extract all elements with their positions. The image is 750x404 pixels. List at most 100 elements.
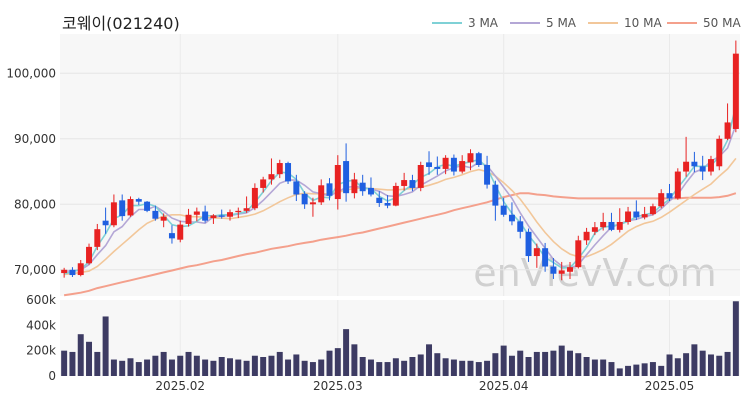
volume-bar xyxy=(683,353,690,376)
candle xyxy=(591,221,598,236)
candle xyxy=(699,155,706,181)
candle-body xyxy=(525,231,532,257)
candle xyxy=(69,267,76,278)
legend-item: 50 MA xyxy=(667,16,741,30)
candle-body xyxy=(202,211,209,221)
candle-body xyxy=(144,201,151,211)
candle-body xyxy=(359,182,366,192)
candle-body xyxy=(343,161,350,194)
candle xyxy=(77,259,84,277)
volume-bar xyxy=(144,359,151,376)
candle-body xyxy=(434,166,441,169)
candle-body xyxy=(691,161,698,167)
volume-bar xyxy=(177,355,184,376)
candle-body xyxy=(218,215,225,217)
volume-bar xyxy=(152,355,159,376)
candle xyxy=(243,196,250,213)
candle-body xyxy=(459,161,466,172)
volume-bar xyxy=(517,350,524,376)
volume-bar xyxy=(484,360,491,376)
candle-body xyxy=(442,157,449,169)
candle-body xyxy=(409,180,416,188)
candle-body xyxy=(301,193,308,205)
volume-bar xyxy=(641,363,648,376)
candle xyxy=(616,208,623,233)
candle xyxy=(376,191,383,207)
candle-body xyxy=(683,161,690,172)
candle xyxy=(359,174,366,196)
legend-swatch xyxy=(588,22,618,24)
candle-body xyxy=(243,208,250,211)
candle-body xyxy=(235,210,242,213)
volume-bar xyxy=(384,362,391,376)
candle-body xyxy=(102,220,109,226)
candle xyxy=(61,267,68,278)
candle-body xyxy=(177,224,184,240)
candle xyxy=(625,206,632,225)
volume-bar xyxy=(699,350,706,376)
candle-body xyxy=(550,266,557,274)
candle xyxy=(417,161,424,192)
candle-body xyxy=(492,184,499,206)
candle-body xyxy=(309,202,316,205)
volume-bar xyxy=(227,358,233,376)
ma-line-10ma xyxy=(64,157,737,276)
volume-bar xyxy=(724,351,731,376)
candle xyxy=(500,197,507,217)
ma-line-50ma xyxy=(63,192,737,297)
volume-bar xyxy=(583,357,590,376)
volume-bar xyxy=(326,350,333,376)
candle-body xyxy=(467,153,474,163)
ma-line-3ma xyxy=(63,105,737,275)
candle-body xyxy=(318,185,325,203)
legend-item: 3 MA xyxy=(432,16,498,30)
candle-body xyxy=(401,180,408,186)
candle-body xyxy=(61,269,68,274)
volume-bar xyxy=(351,344,358,376)
volume-bar xyxy=(558,345,565,376)
volume-bar xyxy=(608,362,615,376)
candle-body xyxy=(641,214,648,218)
volume-bar xyxy=(193,355,200,376)
candle xyxy=(260,176,267,193)
candle xyxy=(492,180,499,221)
volume-bar xyxy=(525,357,532,376)
legend-item: 5 MA xyxy=(510,16,576,30)
candle-body xyxy=(417,165,424,188)
volume-bar xyxy=(102,316,109,376)
candle xyxy=(658,189,665,209)
legend-label: 50 MA xyxy=(703,16,741,30)
candle xyxy=(508,202,515,226)
candle xyxy=(707,155,714,176)
candle-body xyxy=(351,179,358,194)
volume-bar xyxy=(218,357,225,376)
candle-body xyxy=(160,216,167,221)
volume-tick-label: 400k xyxy=(26,318,56,332)
candle-body xyxy=(575,240,582,268)
volume-tick-label: 200k xyxy=(26,344,56,358)
candle xyxy=(334,155,341,210)
volume-bar xyxy=(94,351,101,376)
volume-bar xyxy=(434,353,441,376)
candle xyxy=(251,183,258,211)
candle-body xyxy=(110,202,117,226)
volume-bar xyxy=(600,359,607,376)
volume-bar xyxy=(492,353,499,376)
volume-bar xyxy=(77,334,84,376)
candle xyxy=(401,172,408,191)
candle xyxy=(732,40,739,133)
volume-bar xyxy=(450,359,457,376)
candle-body xyxy=(276,163,283,175)
candle-body xyxy=(608,221,615,230)
volume-tick-label: 0 xyxy=(48,369,56,383)
volume-bar xyxy=(417,354,424,376)
price-tick-label: 100,000 xyxy=(6,66,56,80)
volume-bar xyxy=(732,301,739,376)
volume-bar xyxy=(691,344,698,376)
candle xyxy=(235,207,242,219)
volume-bar xyxy=(567,350,573,376)
candle xyxy=(484,155,491,189)
candle xyxy=(683,136,690,177)
candle-body xyxy=(583,231,590,241)
